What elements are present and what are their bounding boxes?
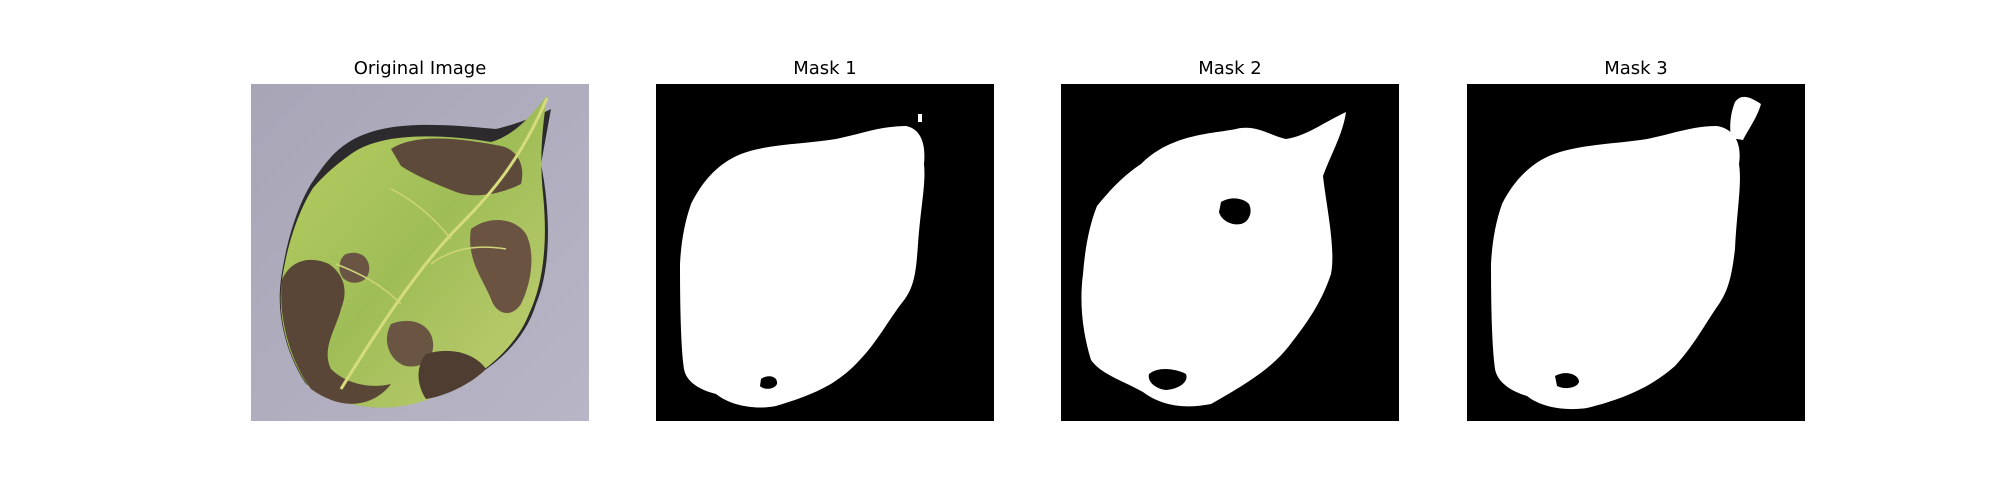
panel-title-original: Original Image: [353, 58, 487, 79]
leaf-mask-1-icon: [656, 84, 994, 421]
mask-2-image: [1061, 84, 1399, 421]
mask-1-image: [656, 84, 994, 421]
panel-title-mask-2: Mask 2: [1198, 58, 1262, 79]
original-image: [251, 84, 589, 421]
leaf-mask-3-icon: [1467, 84, 1805, 421]
leaf-photo-icon: [251, 84, 589, 421]
panel-title-mask-1: Mask 1: [793, 58, 857, 79]
leaf-mask-2-icon: [1061, 84, 1399, 421]
mask-3-image: [1467, 84, 1805, 421]
panel-title-mask-3: Mask 3: [1604, 58, 1668, 79]
